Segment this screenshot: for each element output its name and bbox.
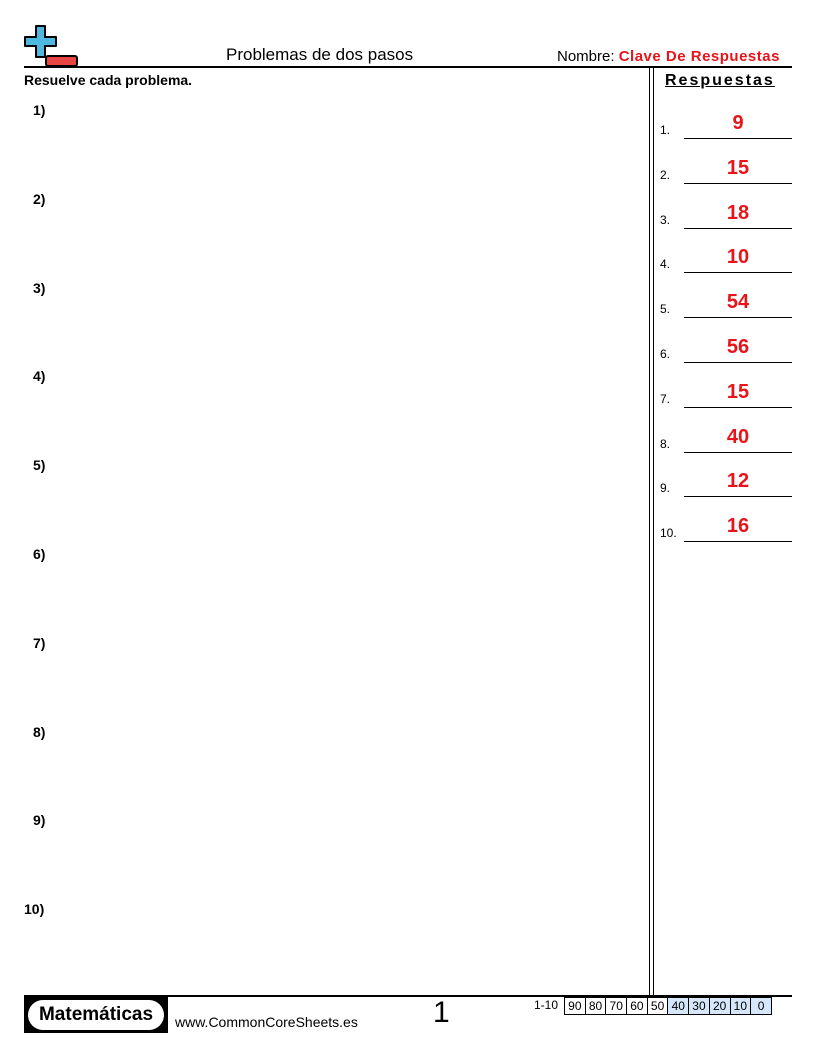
name-label: Nombre:	[557, 48, 615, 65]
answer-line	[684, 272, 792, 274]
score-cell: 50	[646, 998, 668, 1014]
answer-line	[684, 227, 792, 229]
answer-number: 2.	[660, 167, 671, 182]
header-divider	[24, 66, 792, 68]
score-cell: 60	[626, 998, 647, 1014]
problem-number: 10)	[24, 901, 45, 918]
answer-row: 7. 15	[660, 381, 792, 408]
answer-value: 18	[726, 201, 750, 224]
score-cell: 10	[729, 998, 751, 1014]
brand-logo: Matemáticas	[24, 997, 168, 1033]
answer-line	[684, 317, 792, 319]
brand-text: Matemáticas	[28, 1000, 164, 1030]
problem-number: 5)	[33, 457, 46, 474]
problem-number: 3)	[33, 279, 46, 296]
answer-value: 40	[726, 425, 750, 448]
problem-number: 7)	[33, 634, 46, 651]
score-cell: 40	[667, 998, 689, 1014]
problem-number: 2)	[33, 190, 46, 207]
score-cell: 90	[568, 999, 582, 1013]
answer-row: 10. 16	[660, 515, 792, 543]
answer-line	[684, 182, 792, 184]
problem-number: 6)	[33, 546, 46, 562]
footer-divider	[24, 995, 792, 997]
instructions: Resuelve cada problema.	[24, 72, 193, 88]
answer-number: 3.	[660, 212, 671, 227]
answer-value: 12	[726, 470, 750, 493]
site-url: www.CommonCoreSheets.es	[175, 1014, 358, 1030]
answer-row: 5. 54	[660, 291, 792, 319]
answer-row: 1. 9	[660, 112, 792, 139]
name-field: Nombre: Clave De Respuestas	[557, 48, 780, 65]
problem-number: 4)	[33, 368, 46, 385]
answer-number: 5.	[660, 302, 671, 317]
worksheet-title: Problemas de dos pasos	[226, 45, 414, 64]
answer-line	[684, 496, 792, 498]
score-cell: 20	[708, 998, 730, 1014]
score-cell: 80	[584, 998, 606, 1014]
answer-value: 9	[732, 112, 744, 134]
answer-row: 3. 18	[660, 202, 792, 229]
page-number: 1	[433, 996, 450, 1029]
answer-line	[684, 451, 792, 453]
answer-value: 15	[726, 380, 750, 403]
answer-line	[684, 138, 792, 139]
column-divider	[653, 68, 654, 995]
problem-number: 1)	[33, 102, 46, 118]
answer-row: 2. 15	[660, 157, 792, 184]
answer-row: 6. 56	[660, 336, 792, 363]
answer-number: 9.	[660, 481, 671, 496]
answer-number: 1.	[660, 123, 671, 137]
answer-line	[684, 406, 792, 408]
score-cell: 70	[605, 998, 626, 1014]
score-range: 1-10	[534, 998, 559, 1012]
problem-number: 9)	[33, 812, 46, 829]
answer-value: 10	[726, 246, 750, 269]
answer-value: 15	[726, 156, 750, 179]
answer-line	[684, 541, 792, 543]
plus-minus-logo-icon	[24, 25, 78, 67]
answer-number: 6.	[660, 347, 671, 361]
answer-line	[684, 362, 792, 363]
column-divider	[649, 68, 650, 995]
answer-value: 54	[726, 291, 750, 314]
score-table: 90 80 70 60 50 40 30 20 10 0	[564, 997, 772, 1015]
answer-number: 4.	[660, 257, 671, 272]
answer-value: 16	[726, 515, 750, 538]
answer-number: 7.	[660, 391, 671, 406]
score-cell: 0	[750, 998, 771, 1014]
answer-number: 8.	[660, 436, 671, 451]
answer-row: 4. 10	[660, 246, 792, 274]
answers-heading: Respuestas	[665, 72, 775, 89]
answer-row: 9. 12	[660, 470, 792, 498]
score-cell: 30	[688, 998, 709, 1014]
answer-value: 56	[726, 336, 750, 358]
name-value: Clave De Respuestas	[618, 48, 780, 65]
problem-number: 8)	[33, 723, 46, 740]
answer-number: 10.	[660, 526, 677, 541]
answer-row: 8. 40	[660, 426, 792, 453]
